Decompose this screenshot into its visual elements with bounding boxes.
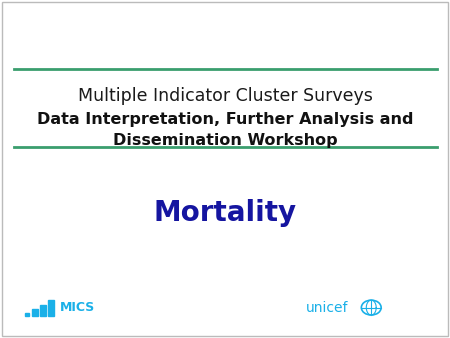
Text: unicef: unicef	[306, 301, 348, 315]
Text: Multiple Indicator Cluster Surveys: Multiple Indicator Cluster Surveys	[77, 87, 373, 105]
Bar	[32, 309, 38, 316]
Text: Mortality: Mortality	[153, 199, 297, 227]
Bar	[40, 305, 46, 316]
Text: Data Interpretation, Further Analysis and
Dissemination Workshop: Data Interpretation, Further Analysis an…	[37, 112, 413, 148]
Bar	[48, 300, 54, 316]
Text: MICS: MICS	[59, 301, 94, 314]
Bar	[25, 313, 29, 316]
